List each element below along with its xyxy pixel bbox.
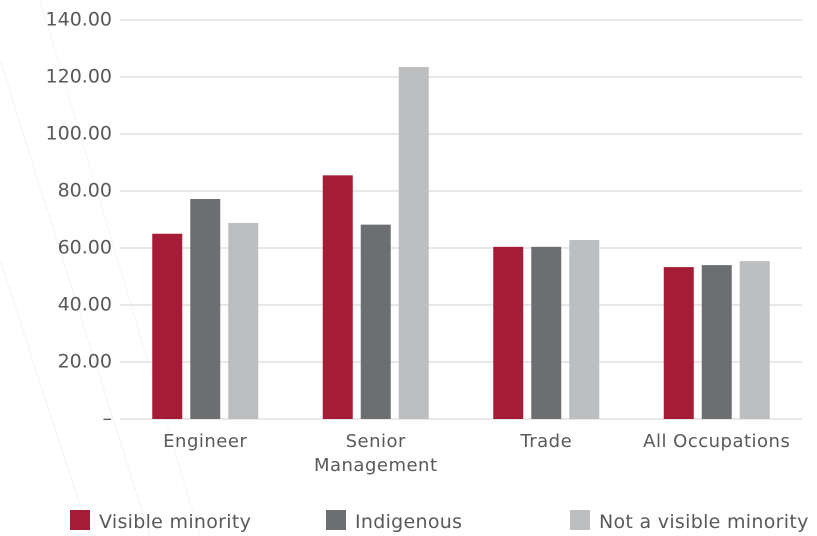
bar: [739, 261, 770, 419]
x-tick-label: Engineer: [163, 431, 248, 452]
legend-item: Indigenous: [326, 510, 462, 533]
background-stripe: [39, 0, 201, 536]
legend-label: Visible minority: [99, 511, 252, 533]
bar: [493, 246, 524, 419]
legend-item: Not a visible minority: [570, 510, 809, 533]
bar: [360, 224, 391, 419]
y-tick-label: 80.00: [58, 180, 112, 202]
bar: [663, 267, 694, 419]
legend-label: Not a visible minority: [599, 511, 809, 533]
bar: [398, 67, 429, 420]
x-tick-label: Trade: [520, 431, 573, 452]
bar: [152, 233, 183, 419]
background-stripe: [0, 59, 151, 536]
legend-swatch: [326, 510, 346, 530]
y-tick-label: 20.00: [58, 351, 112, 373]
y-tick-label: 100.00: [46, 123, 112, 145]
background-stripe: [0, 259, 91, 536]
x-tick-label: Senior Management: [313, 431, 438, 476]
bar: [531, 246, 562, 419]
bar: [322, 175, 353, 419]
y-tick-label: 140.00: [46, 9, 112, 31]
bar: [569, 240, 600, 419]
legend-label: Indigenous: [355, 511, 463, 533]
bar: [190, 198, 221, 419]
y-tick-label: –: [103, 408, 113, 430]
legend-swatch: [570, 510, 590, 530]
bar: [701, 265, 732, 419]
y-tick-label: 120.00: [46, 66, 112, 88]
x-tick-label: All Occupations: [643, 431, 791, 452]
y-tick-label: 60.00: [58, 237, 112, 259]
bar: [228, 222, 259, 419]
legend-item: Visible minority: [70, 510, 251, 533]
legend-swatch: [70, 510, 90, 530]
y-tick-label: 40.00: [58, 294, 112, 316]
